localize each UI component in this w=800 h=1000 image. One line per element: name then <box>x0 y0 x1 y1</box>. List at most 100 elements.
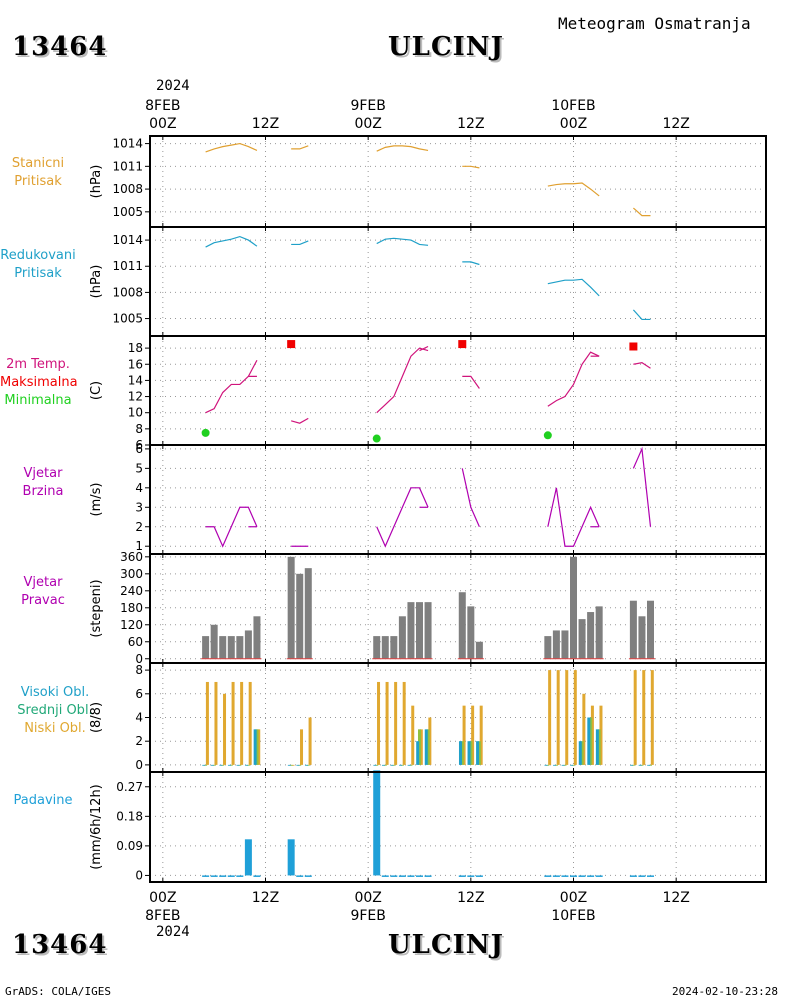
cloud-bar-low <box>565 670 569 765</box>
cloud-bar-low <box>428 717 432 765</box>
y-axis-unit: (m/s) <box>89 483 104 517</box>
wind-dir-bar <box>287 556 295 659</box>
cloud-bar-high <box>544 764 548 766</box>
wind-dir-bar <box>629 600 637 659</box>
cloud-bar-low <box>257 729 261 765</box>
wind-dir-bar <box>210 624 218 659</box>
precip-bar <box>390 875 398 877</box>
cloud-bar-high <box>390 764 394 766</box>
cloud-bar-mid <box>418 729 421 765</box>
cloud-bar-high <box>227 764 231 766</box>
cloud-bar-mid <box>580 741 584 765</box>
y-tick-label: 0 <box>135 758 143 772</box>
y-axis-unit: (hPa) <box>89 165 104 199</box>
hour-label-bottom: 12Z <box>457 890 484 906</box>
precip-bar <box>227 875 235 877</box>
wind-dir-bar <box>647 600 654 659</box>
cloud-bar-high <box>381 764 385 766</box>
series-line <box>633 362 651 369</box>
series-line <box>291 145 309 150</box>
precip-bar <box>424 875 432 877</box>
wind-dir-bar <box>236 636 244 659</box>
series-line <box>205 506 258 548</box>
hour-label-bottom: 00Z <box>354 890 381 906</box>
date-label-top: 10FEB <box>551 98 595 114</box>
wind-dir-bar <box>253 616 261 659</box>
y-tick-label: 240 <box>120 584 143 598</box>
wind-dir-bar <box>595 606 603 659</box>
cloud-bar-low <box>471 705 475 765</box>
station-id-bottom: 13464 <box>12 930 108 960</box>
series-line <box>462 165 480 169</box>
wind-dir-bar <box>475 641 483 659</box>
precip-bar <box>578 875 586 877</box>
y-tick-label: 0.18 <box>116 809 143 823</box>
y-tick-label: 0.27 <box>116 780 143 794</box>
y-tick-label: 4 <box>135 711 143 725</box>
cloud-bar-low <box>582 693 586 765</box>
label-reduced-pressure: Redukovani Pritisak <box>0 248 76 281</box>
cloud-bar-high <box>578 741 582 765</box>
cloud-bar-mid <box>375 764 379 766</box>
cloud-bar-mid <box>298 764 302 766</box>
cloud-bar-mid <box>563 764 567 766</box>
precip-bar <box>296 875 304 877</box>
precip-bar <box>647 875 654 877</box>
y-tick-label: 6 <box>135 438 143 452</box>
y-tick-label: 6 <box>135 687 143 701</box>
precip-bar <box>544 875 552 877</box>
y-axis-unit: (C) <box>89 381 104 400</box>
y-tick-label: 1014 <box>112 137 143 151</box>
y-tick-label: 1011 <box>112 259 143 273</box>
series-line <box>205 375 257 414</box>
series-line <box>462 375 480 389</box>
cloud-bar-mid <box>400 764 404 766</box>
series-line <box>291 417 309 424</box>
y-tick-label: 1014 <box>112 233 143 247</box>
cloud-bar-low <box>599 705 603 765</box>
cloud-bar-mid <box>546 764 550 766</box>
label-temperature: 2m Temp. Maksimalna Minimalna <box>0 357 78 408</box>
y-tick-label: 12 <box>128 390 143 404</box>
series-line <box>547 351 600 407</box>
series-line <box>461 468 480 527</box>
cloud-bar-mid <box>426 729 430 765</box>
wind-dir-bar <box>587 612 595 659</box>
cloud-bar-low <box>385 681 389 765</box>
cloud-bar-low <box>248 681 252 765</box>
precip-bar <box>253 875 261 877</box>
tmax-marker <box>287 340 296 349</box>
y-tick-label: 1 <box>135 539 143 553</box>
y-tick-label: 360 <box>120 550 143 564</box>
y-tick-label: 8 <box>135 663 143 677</box>
cloud-bar-low <box>205 681 209 765</box>
precip-bar <box>381 875 389 877</box>
cloud-bar-high <box>296 764 300 766</box>
series-line <box>462 261 480 266</box>
cloud-bar-high <box>253 729 257 765</box>
y-tick-label: 5 <box>135 461 143 475</box>
precip-bar <box>570 875 577 877</box>
series-line <box>547 278 600 297</box>
y-axis-unit: (8/8) <box>89 702 104 733</box>
cloud-bar-high <box>638 764 642 766</box>
cloud-bar-low <box>419 729 423 765</box>
cloud-bar-high <box>553 764 557 766</box>
cloud-bar-mid <box>469 741 473 765</box>
precip-bar <box>304 875 312 877</box>
cloud-bar-high <box>630 764 634 766</box>
cloud-bar-mid <box>246 764 250 766</box>
wind-dir-bar <box>561 630 569 659</box>
cloud-bar-mid <box>477 741 481 765</box>
year-label-top: 2024 <box>156 78 190 94</box>
wind-dir-bar <box>296 573 304 659</box>
cloud-bar-mid <box>554 764 558 766</box>
y-tick-label: 0 <box>135 868 143 882</box>
series-line <box>205 142 258 153</box>
wind-dir-bar <box>398 616 406 659</box>
wind-dir-bar <box>416 602 423 659</box>
precip-bar <box>475 875 483 877</box>
y-tick-label: 300 <box>120 567 143 581</box>
